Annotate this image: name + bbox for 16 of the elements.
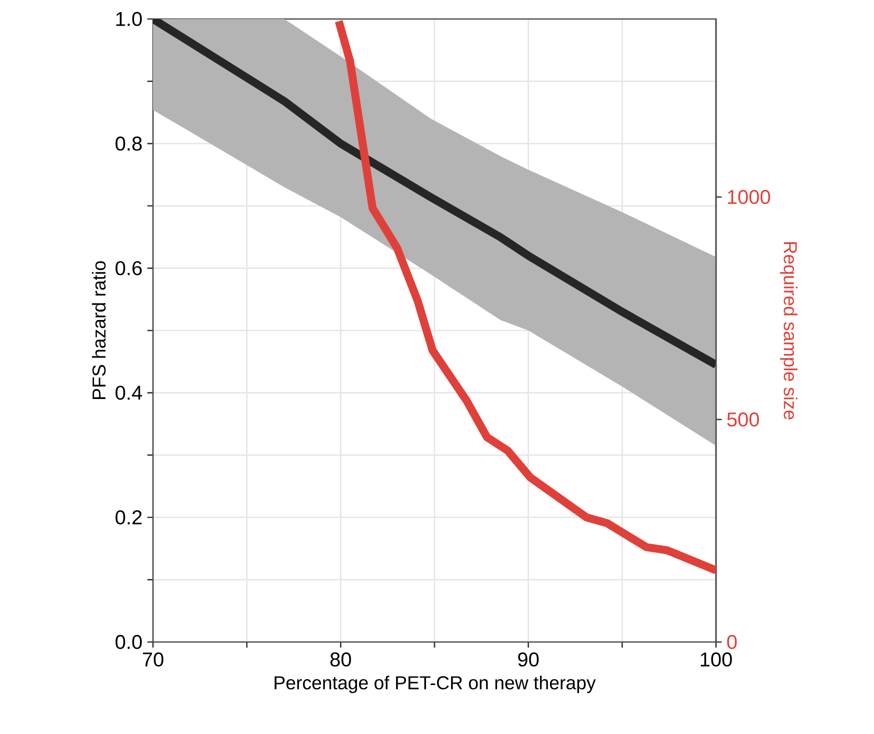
y-tick-label: 0.2: [116, 510, 142, 524]
y-tick-label: 0.6: [116, 261, 142, 276]
x-tick-label: 100: [700, 652, 732, 667]
x-tick-label: 70: [142, 652, 164, 667]
y-tick-label: 1.0: [116, 12, 142, 26]
y2-tick-label: 0: [727, 634, 737, 650]
y2-tick-label: 1000: [728, 190, 770, 204]
y2-tick-label: 500: [727, 412, 759, 427]
y-axis-title: PFS hazard ratio: [92, 261, 106, 399]
y-tick-label: 0.0: [116, 634, 142, 650]
x-axis-title: Percentage of PET-CR on new therapy: [274, 676, 596, 694]
y-tick-label: 0.4: [116, 386, 142, 400]
x-tick-label: 80: [330, 652, 351, 667]
y2-axis-title: Required sample size: [780, 242, 798, 420]
x-tick-label: 90: [518, 652, 539, 667]
y-tick-label: 0.8: [116, 136, 142, 151]
